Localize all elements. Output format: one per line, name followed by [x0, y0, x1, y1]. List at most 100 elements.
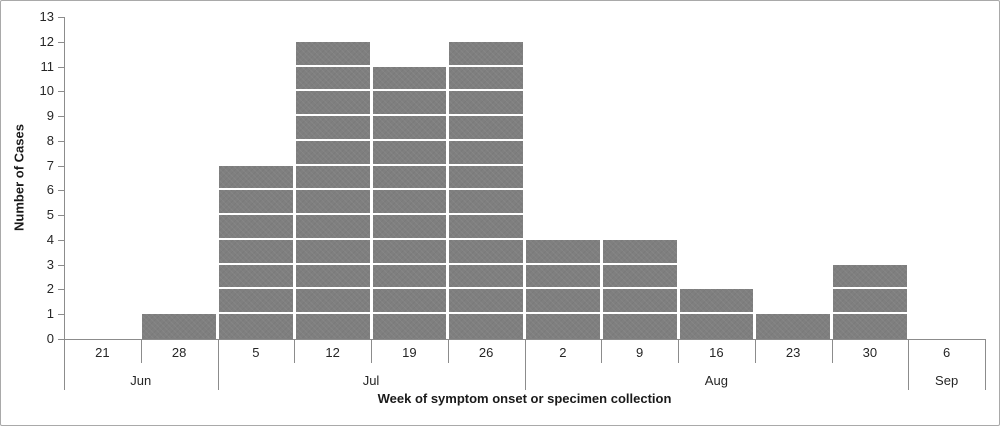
- y-tick-label: 10: [39, 83, 54, 99]
- case-cell: [219, 265, 293, 290]
- y-axis-tick: [58, 66, 64, 68]
- case-cell: [219, 314, 293, 339]
- case-cell: [372, 215, 447, 240]
- case-cell: [372, 190, 447, 216]
- case-cell: [833, 265, 907, 290]
- case-cell: [219, 166, 293, 191]
- case-cell: [372, 67, 447, 92]
- y-tick-label: 11: [40, 58, 55, 74]
- y-axis-line: [64, 17, 65, 339]
- week-label: 5: [252, 345, 260, 360]
- case-cell: [680, 314, 754, 339]
- case-cell: [526, 240, 600, 265]
- case-cell: [295, 265, 370, 290]
- week-boundary-tick: [294, 339, 296, 363]
- case-cell: [295, 42, 370, 67]
- case-cell: [449, 190, 523, 216]
- y-axis-tick: [58, 264, 64, 266]
- week-boundary-tick: [601, 339, 603, 363]
- bar: [142, 314, 216, 339]
- y-tick-label: 13: [39, 9, 54, 24]
- y-tick-label: 6: [46, 182, 54, 198]
- case-cell: [219, 215, 293, 240]
- week-label: 6: [943, 345, 951, 360]
- case-cell: [449, 141, 523, 166]
- week-label: 9: [636, 345, 644, 360]
- y-tick-label: 7: [46, 157, 54, 173]
- y-tick-label: 3: [46, 256, 54, 272]
- case-cell: [449, 91, 523, 117]
- month-boundary-tick: [524, 339, 526, 390]
- month-boundary-tick: [985, 339, 986, 390]
- y-axis-tick: [58, 165, 64, 167]
- case-cell: [219, 240, 293, 265]
- week-label: 12: [325, 345, 340, 360]
- y-tick-label: 12: [39, 33, 54, 49]
- bar: [449, 41, 523, 339]
- month-label: Jun: [130, 373, 152, 388]
- case-cell: [142, 314, 216, 339]
- bar: [295, 41, 370, 339]
- bar: [219, 165, 293, 339]
- case-cell: [526, 265, 600, 290]
- week-boundary-tick: [678, 339, 679, 363]
- month-boundary-tick: [217, 339, 219, 390]
- case-cell: [449, 289, 523, 315]
- case-cell: [372, 141, 447, 166]
- case-cell: [372, 166, 447, 191]
- week-boundary-tick: [754, 339, 756, 363]
- bar: [679, 289, 754, 339]
- week-boundary-tick: [140, 339, 142, 363]
- case-cell: [372, 91, 447, 117]
- case-cell: [295, 215, 370, 240]
- case-cell: [372, 240, 447, 265]
- y-axis-tick: [58, 91, 64, 93]
- y-axis-tick: [58, 339, 64, 340]
- case-cell: [526, 314, 600, 339]
- y-tick-label: 0: [46, 331, 54, 346]
- case-cell: [756, 314, 830, 339]
- y-tick-label: 2: [46, 281, 54, 297]
- case-cell: [295, 91, 370, 117]
- case-cell: [372, 116, 447, 141]
- case-cell: [295, 240, 370, 265]
- month-label: Aug: [704, 373, 728, 388]
- y-tick-label: 9: [46, 108, 54, 124]
- case-cell: [295, 116, 370, 141]
- case-cell: [449, 166, 523, 191]
- case-cell: [295, 141, 370, 166]
- case-cell: [296, 314, 370, 339]
- week-boundary-tick: [447, 339, 449, 363]
- month-boundary-tick: [908, 339, 910, 390]
- case-cell: [603, 314, 677, 339]
- week-label: 21: [95, 345, 110, 360]
- case-cell: [295, 166, 370, 191]
- y-axis-tick: [58, 215, 64, 217]
- case-cell: [219, 289, 293, 315]
- bar: [602, 239, 677, 339]
- month-boundary-tick: [64, 339, 65, 390]
- case-cell: [833, 289, 907, 315]
- case-cell: [679, 289, 754, 315]
- bar: [372, 66, 447, 339]
- week-label: 2: [559, 345, 567, 360]
- case-cell: [373, 314, 447, 339]
- case-cell: [602, 240, 677, 265]
- case-cell: [219, 190, 293, 216]
- y-tick-label: 4: [46, 231, 54, 247]
- y-axis-tick: [58, 314, 64, 316]
- case-cell: [295, 67, 370, 92]
- week-label: 19: [402, 345, 417, 360]
- y-tick-label: 1: [46, 306, 54, 322]
- y-axis-tick: [58, 41, 64, 43]
- week-label: 16: [709, 345, 724, 360]
- bar: [526, 239, 600, 339]
- y-axis-tick: [58, 17, 64, 18]
- bar: [833, 264, 907, 339]
- y-tick-label: 5: [46, 207, 54, 223]
- case-cell: [449, 314, 523, 339]
- case-cell: [449, 67, 523, 92]
- case-cell: [295, 289, 370, 315]
- week-boundary-tick: [831, 339, 833, 363]
